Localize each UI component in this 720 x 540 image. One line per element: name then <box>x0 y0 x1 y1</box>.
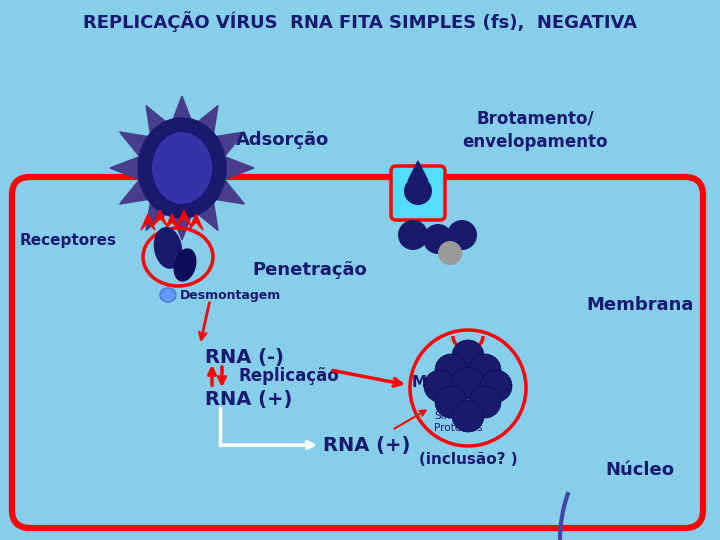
Ellipse shape <box>160 288 176 302</box>
Circle shape <box>469 386 501 418</box>
Circle shape <box>424 370 456 402</box>
Circle shape <box>452 367 484 399</box>
Text: Replicação: Replicação <box>238 367 338 385</box>
Polygon shape <box>110 157 138 179</box>
Circle shape <box>447 220 477 250</box>
Circle shape <box>438 241 462 265</box>
FancyBboxPatch shape <box>391 166 445 220</box>
Text: RNA (+): RNA (+) <box>205 390 292 409</box>
Text: Núcleo: Núcleo <box>606 461 675 479</box>
Circle shape <box>469 354 501 386</box>
Polygon shape <box>194 106 218 136</box>
Polygon shape <box>189 214 203 230</box>
Polygon shape <box>120 132 150 156</box>
Circle shape <box>480 370 512 402</box>
Polygon shape <box>225 157 254 179</box>
Text: Adsorção: Adsorção <box>236 131 330 149</box>
Circle shape <box>435 386 467 418</box>
Circle shape <box>423 224 453 254</box>
Circle shape <box>398 220 428 250</box>
Circle shape <box>452 400 484 432</box>
Polygon shape <box>171 96 193 124</box>
Text: Montagem: Montagem <box>412 375 503 389</box>
Text: Penetração: Penetração <box>253 261 367 279</box>
Polygon shape <box>215 132 244 156</box>
Ellipse shape <box>154 227 182 269</box>
Polygon shape <box>194 200 218 231</box>
Ellipse shape <box>138 118 226 218</box>
Text: RNA (+): RNA (+) <box>323 435 410 455</box>
Circle shape <box>404 177 432 205</box>
Polygon shape <box>146 200 170 231</box>
Text: Síntese
Proteínas: Síntese Proteínas <box>434 411 482 433</box>
Ellipse shape <box>152 132 212 204</box>
Polygon shape <box>153 210 167 226</box>
Circle shape <box>452 340 484 372</box>
Ellipse shape <box>174 248 197 282</box>
Polygon shape <box>146 106 170 136</box>
Text: Membrana: Membrana <box>586 296 693 314</box>
Polygon shape <box>171 212 193 240</box>
Polygon shape <box>215 180 244 204</box>
Text: RNA (-): RNA (-) <box>205 348 284 368</box>
Polygon shape <box>408 161 428 181</box>
Polygon shape <box>165 214 179 230</box>
Text: Desmontagem: Desmontagem <box>180 289 282 302</box>
Polygon shape <box>120 180 150 204</box>
Text: Receptores: Receptores <box>19 233 117 247</box>
Polygon shape <box>141 214 155 230</box>
Text: Brotamento/
envelopamento: Brotamento/ envelopamento <box>462 109 608 151</box>
Circle shape <box>435 354 467 386</box>
Text: REPLICAÇÃO VÍRUS  RNA FITA SIMPLES (fs),  NEGATIVA: REPLICAÇÃO VÍRUS RNA FITA SIMPLES (fs), … <box>83 11 637 32</box>
Polygon shape <box>177 210 191 226</box>
Text: (inclusão? ): (inclusão? ) <box>419 453 517 468</box>
